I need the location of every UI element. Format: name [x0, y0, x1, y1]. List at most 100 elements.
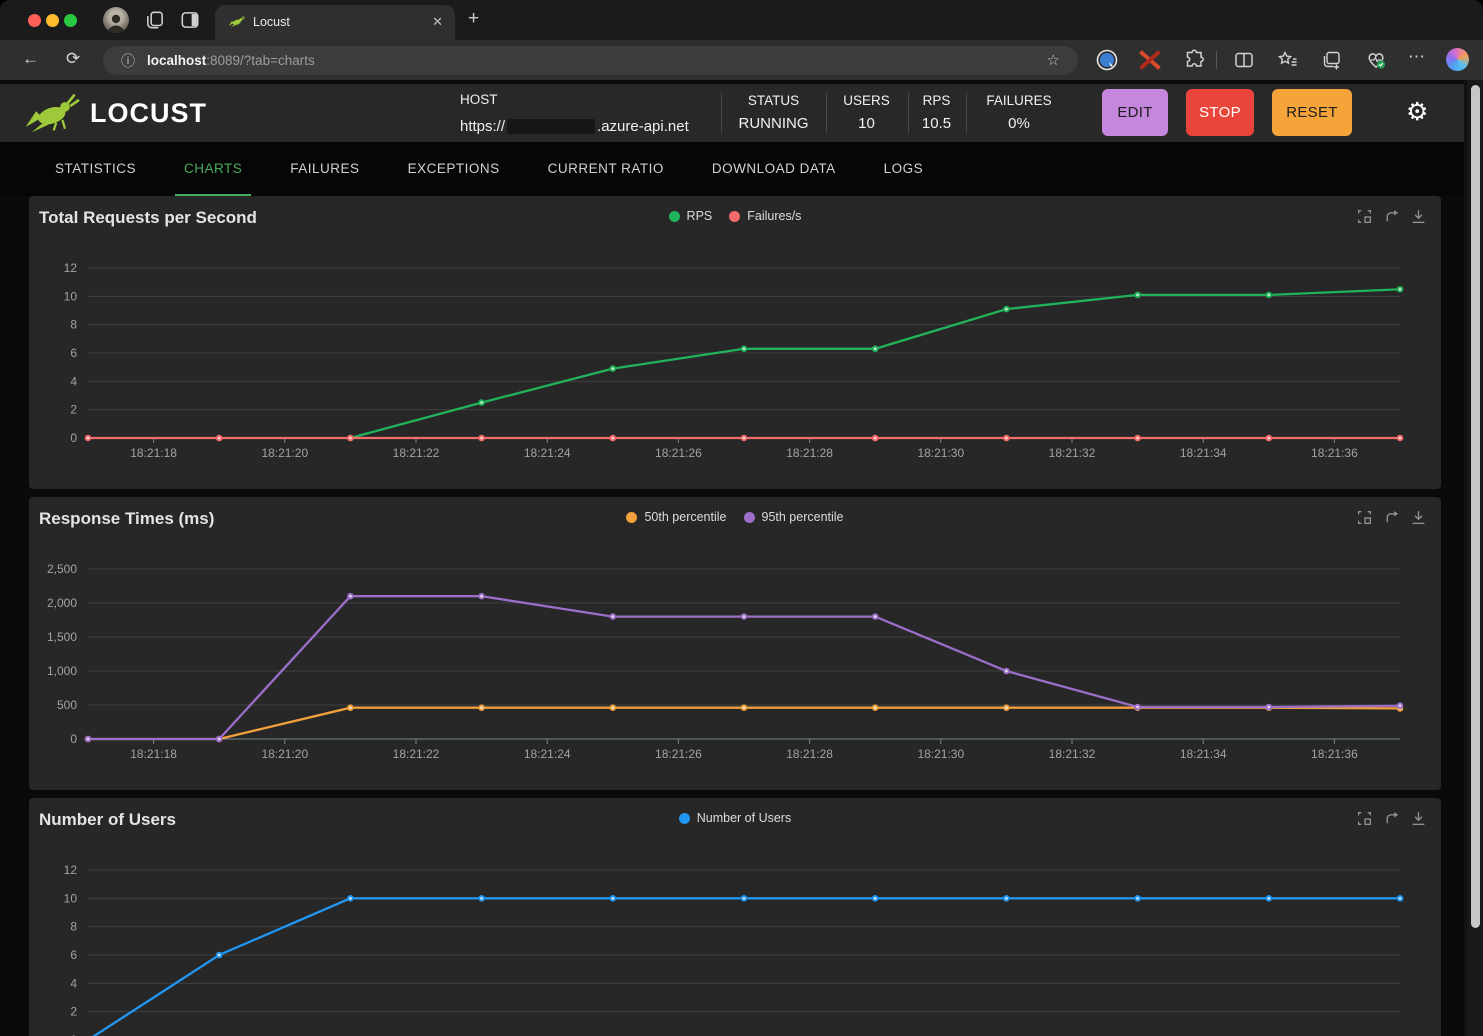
edit-button[interactable]: EDIT [1102, 89, 1168, 136]
chart-download-icon[interactable] [1410, 208, 1427, 225]
svg-text:2: 2 [70, 403, 77, 417]
chart-canvas[interactable]: 0 500 1,000 1,500 2,000 2,500 18:21:18 18:21:20… [29, 537, 1441, 787]
brand-name: LOCUST [90, 97, 207, 128]
browser-profile-avatar[interactable] [103, 7, 129, 33]
workspaces-icon[interactable] [144, 9, 166, 31]
stop-button[interactable]: STOP [1186, 89, 1254, 136]
charts-container: Total Requests per Second RPS Failures/s … [29, 196, 1441, 1036]
reset-button[interactable]: RESET [1272, 89, 1352, 136]
chart-title: Total Requests per Second [39, 208, 257, 227]
svg-text:0: 0 [70, 732, 77, 746]
host-suffix: .azure-api.net [597, 118, 689, 135]
locust-web-page: LOCUST HOST https:// .azure-api.net STATU… [0, 80, 1483, 1036]
svg-text:18:21:34: 18:21:34 [1180, 747, 1227, 761]
chart-restore-icon[interactable] [1383, 810, 1400, 827]
legend-dot [729, 210, 741, 222]
legend-item-rps[interactable]: RPS [668, 209, 712, 223]
svg-text:12: 12 [64, 863, 78, 877]
tab-exceptions[interactable]: EXCEPTIONS [407, 160, 500, 176]
browser-menu-icon[interactable]: ⋯ [1408, 47, 1426, 66]
tab-statistics[interactable]: STATISTICS [55, 160, 137, 176]
svg-text:18:21:22: 18:21:22 [393, 446, 440, 460]
chart-line-rps [350, 288, 1401, 440]
window-close-button[interactable] [28, 13, 41, 27]
split-screen-icon[interactable] [1233, 49, 1255, 71]
chart-restore-icon[interactable] [1383, 208, 1400, 225]
scrollbar-track[interactable] [1467, 80, 1483, 1036]
red-x-extension-icon[interactable] [1139, 49, 1161, 71]
tab-close-icon[interactable]: ✕ [432, 14, 443, 29]
window-zoom-button[interactable] [64, 13, 77, 27]
chart-zoom-icon[interactable] [1356, 208, 1373, 225]
svg-text:18:21:28: 18:21:28 [786, 446, 833, 460]
browser-essentials-icon[interactable] [1365, 49, 1387, 71]
legend-label: 95th percentile [761, 510, 844, 524]
locust-header: LOCUST HOST https:// .azure-api.net STATU… [0, 84, 1483, 142]
favorites-icon[interactable] [1277, 49, 1299, 71]
svg-text:18:21:32: 18:21:32 [1049, 747, 1096, 761]
tab-failures[interactable]: FAILURES [290, 160, 360, 176]
locust-logo [25, 93, 80, 133]
settings-gear-icon[interactable]: ⚙ [1406, 98, 1429, 126]
chart-legend: RPS Failures/s [29, 209, 1441, 223]
chart-restore-icon[interactable] [1383, 509, 1400, 526]
tab-actions-icon[interactable] [179, 9, 201, 31]
host-prefix: https:// [460, 118, 506, 135]
svg-text:18:21:30: 18:21:30 [917, 747, 964, 761]
bookmark-star-icon[interactable]: ☆ [1046, 52, 1060, 69]
svg-text:18:21:26: 18:21:26 [655, 747, 702, 761]
svg-text:18:21:26: 18:21:26 [655, 446, 702, 460]
browser-tab-locust[interactable]: Locust ✕ [215, 5, 455, 40]
scrollbar-thumb[interactable] [1471, 85, 1480, 928]
window-right-edge [1464, 80, 1467, 1036]
chart-download-icon[interactable] [1410, 810, 1427, 827]
tab-download-data[interactable]: DOWNLOAD DATA [711, 160, 836, 176]
legend-label: 50th percentile [644, 510, 727, 524]
legend-dot [678, 812, 690, 824]
legend-item-number-of-users[interactable]: Number of Users [678, 811, 791, 825]
chart-toolbox [1356, 509, 1427, 526]
tab-charts[interactable]: CHARTS [175, 142, 252, 196]
legend-item-50th-percentile[interactable]: 50th percentile [626, 510, 727, 524]
stat-value: 10.5 [921, 115, 952, 132]
legend-item-95th-percentile[interactable]: 95th percentile [743, 510, 844, 524]
extensions-puzzle-icon[interactable] [1184, 49, 1206, 71]
header-divider [908, 93, 909, 133]
locust-favicon [228, 14, 246, 34]
copilot-icon[interactable] [1446, 48, 1469, 71]
svg-text:1,500: 1,500 [47, 630, 77, 644]
stat-status: STATUS RUNNING [723, 93, 824, 132]
window-minimize-button[interactable] [46, 13, 59, 27]
back-button[interactable]: ← [22, 49, 39, 68]
chart-title: Number of Users [39, 810, 176, 829]
header-divider [966, 93, 967, 133]
svg-text:4: 4 [70, 374, 77, 388]
refresh-button[interactable]: ⟳ [66, 49, 81, 68]
legend-label: Failures/s [747, 209, 802, 223]
chart-zoom-icon[interactable] [1356, 810, 1373, 827]
svg-text:8: 8 [70, 920, 77, 934]
legend-dot [626, 511, 638, 523]
tab-current-ratio[interactable]: CURRENT RATIO [547, 160, 664, 176]
svg-text:18:21:34: 18:21:34 [1180, 446, 1227, 460]
locust-brand[interactable]: LOCUST [22, 92, 207, 134]
tab-logs[interactable]: LOGS [883, 160, 924, 176]
chart-card-rps: Total Requests per Second RPS Failures/s … [29, 196, 1441, 489]
site-info-icon[interactable]: ⓘ [121, 53, 135, 69]
chart-download-icon[interactable] [1410, 509, 1427, 526]
svg-text:1,000: 1,000 [47, 664, 77, 678]
svg-text:18:21:20: 18:21:20 [261, 747, 308, 761]
legend-item-failures-s[interactable]: Failures/s [729, 209, 801, 223]
chart-zoom-icon[interactable] [1356, 509, 1373, 526]
password-extension-icon[interactable] [1096, 49, 1118, 71]
svg-text:12: 12 [64, 261, 78, 275]
address-bar[interactable]: ⓘ localhost:8089/?tab=charts ☆ [103, 46, 1078, 75]
svg-text:6: 6 [70, 948, 77, 962]
collections-icon[interactable] [1321, 49, 1343, 71]
chart-canvas[interactable]: 02468101218:21:1818:21:2018:21:2218:21:2… [29, 838, 1441, 1036]
svg-text:18:21:28: 18:21:28 [786, 747, 833, 761]
new-tab-button[interactable]: + [468, 8, 480, 29]
main-nav: STATISTICS CHARTS FAILURES EXCEPTIONS CU… [0, 142, 1483, 196]
